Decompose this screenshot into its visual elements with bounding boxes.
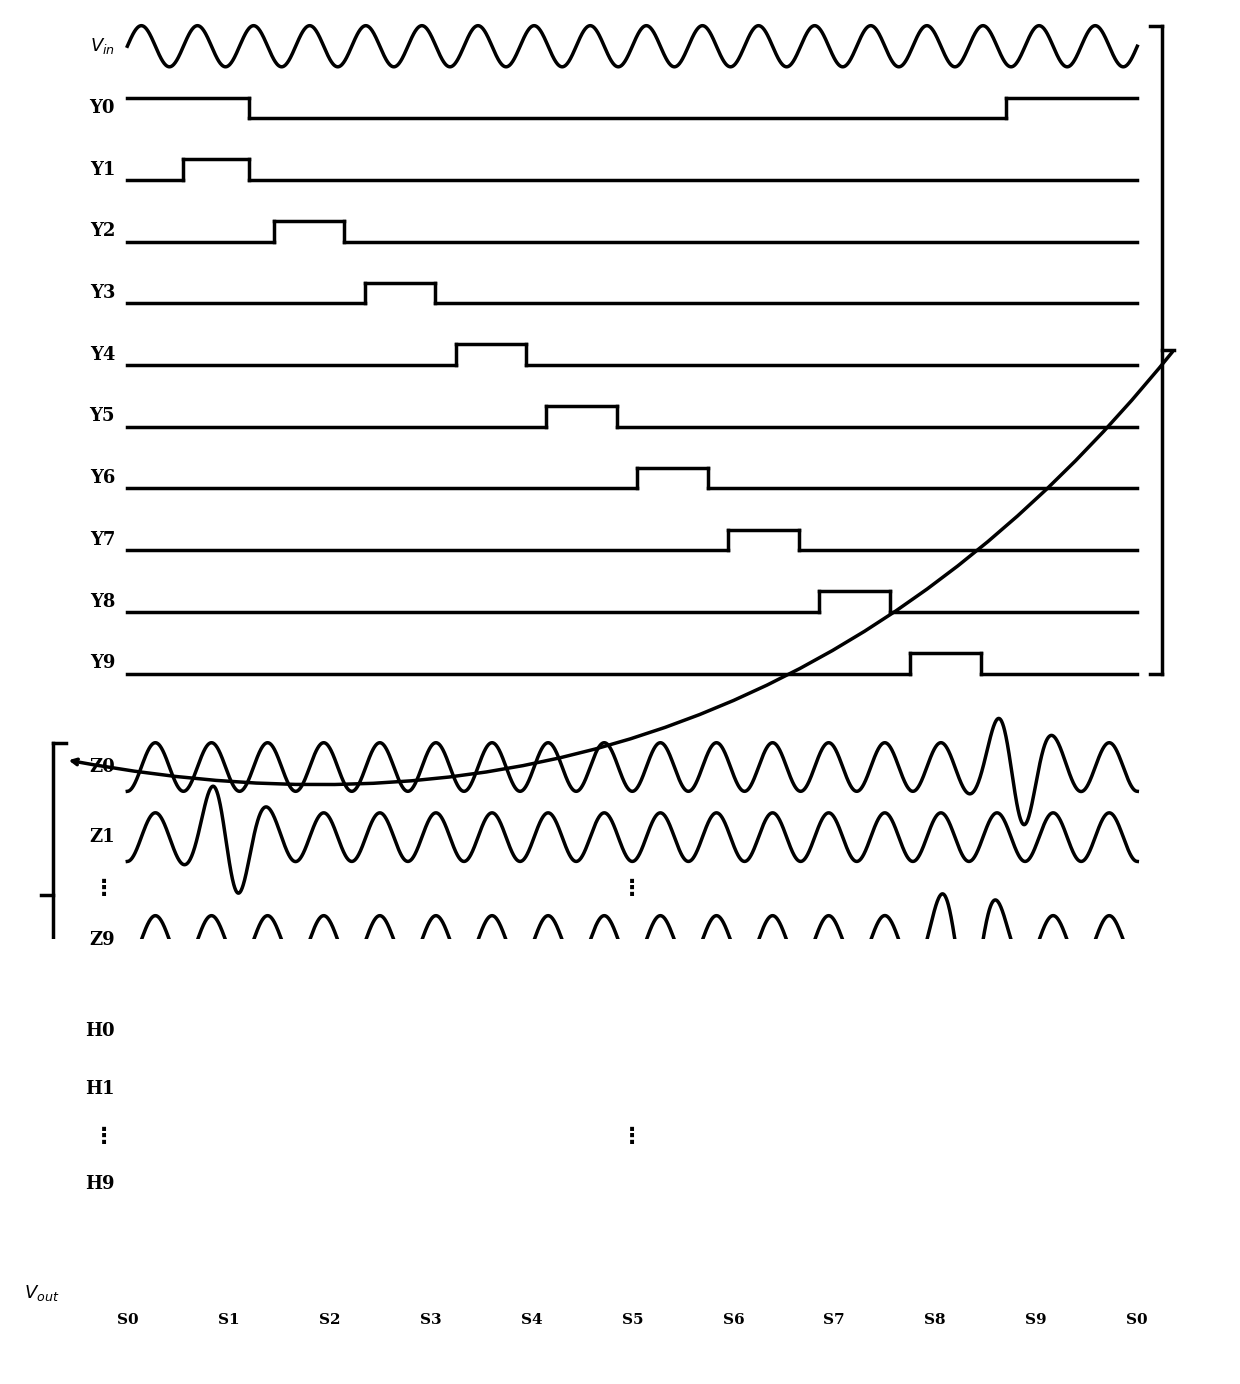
Text: Z1: Z1: [89, 828, 115, 846]
Text: H0: H0: [86, 1023, 115, 1041]
Text: S1: S1: [217, 1313, 239, 1327]
Text: S2: S2: [319, 1313, 340, 1327]
Text: ⋮: ⋮: [93, 879, 115, 898]
Text: S0: S0: [117, 1313, 138, 1327]
Text: S7: S7: [823, 1313, 846, 1327]
Text: $V_{out}$: $V_{out}$: [25, 1283, 60, 1302]
Text: $V_{in}$: $V_{in}$: [91, 36, 115, 57]
Text: Y2: Y2: [89, 223, 115, 241]
Text: Y5: Y5: [89, 407, 115, 425]
Text: ⋮: ⋮: [621, 879, 644, 898]
Text: Y9: Y9: [89, 655, 115, 673]
Text: Y3: Y3: [89, 284, 115, 302]
Text: S5: S5: [621, 1313, 644, 1327]
Text: Y4: Y4: [89, 346, 115, 364]
Text: Y6: Y6: [89, 469, 115, 487]
Text: Y8: Y8: [89, 592, 115, 610]
Text: S6: S6: [723, 1313, 744, 1327]
Text: Z0: Z0: [89, 758, 115, 776]
Text: Y1: Y1: [89, 161, 115, 179]
Text: S0: S0: [1126, 1313, 1148, 1327]
Text: S9: S9: [1025, 1313, 1047, 1327]
Text: Y0: Y0: [89, 98, 115, 116]
Text: Z9: Z9: [89, 931, 115, 949]
Text: H9: H9: [86, 1175, 115, 1193]
Text: Y7: Y7: [89, 531, 115, 549]
Text: S3: S3: [419, 1313, 441, 1327]
Text: S4: S4: [521, 1313, 542, 1327]
Text: H1: H1: [86, 1080, 115, 1098]
Text: ⋮: ⋮: [621, 1127, 644, 1147]
Text: ⋮: ⋮: [93, 1127, 115, 1147]
Text: S8: S8: [925, 1313, 946, 1327]
